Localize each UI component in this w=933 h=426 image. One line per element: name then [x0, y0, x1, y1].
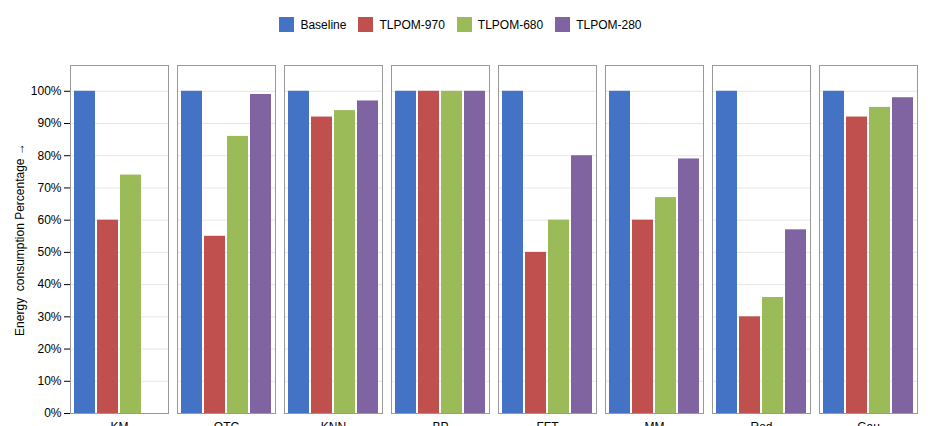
svg-text:30%: 30%	[37, 310, 61, 324]
html-text:Baseline: Baseline	[300, 17, 347, 32]
html-text:TLPOM-680: TLPOM-680	[477, 17, 544, 32]
svg-text:0%: 0%	[44, 406, 62, 420]
svg-text:90%: 90%	[37, 116, 61, 130]
svg-text:MM: MM	[645, 420, 665, 426]
svg-text:FFT: FFT	[537, 420, 560, 426]
svg-text:10%: 10%	[37, 374, 61, 388]
svg-text:70%: 70%	[37, 181, 61, 195]
svg-text:BP: BP	[432, 420, 448, 426]
svg-text:80%: 80%	[37, 149, 61, 163]
svg-text:100%: 100%	[31, 84, 62, 98]
svg-text:Energy consumption Percentage: Energy consumption Percentage →	[13, 143, 27, 336]
svg-text:Gau: Gau	[857, 420, 880, 426]
svg-text:60%: 60%	[37, 213, 61, 227]
svg-text:KM: KM	[111, 420, 129, 426]
svg-text:KNN: KNN	[321, 420, 346, 426]
svg-text:20%: 20%	[37, 342, 61, 356]
svg-text:QTC: QTC	[214, 420, 240, 426]
svg-text:50%: 50%	[37, 245, 61, 259]
html-text:TLPOM-280: TLPOM-280	[576, 17, 642, 32]
svg-text:Red: Red	[750, 420, 772, 426]
html-text:TLPOM-970: TLPOM-970	[379, 17, 445, 32]
svg-text:40%: 40%	[37, 277, 61, 291]
